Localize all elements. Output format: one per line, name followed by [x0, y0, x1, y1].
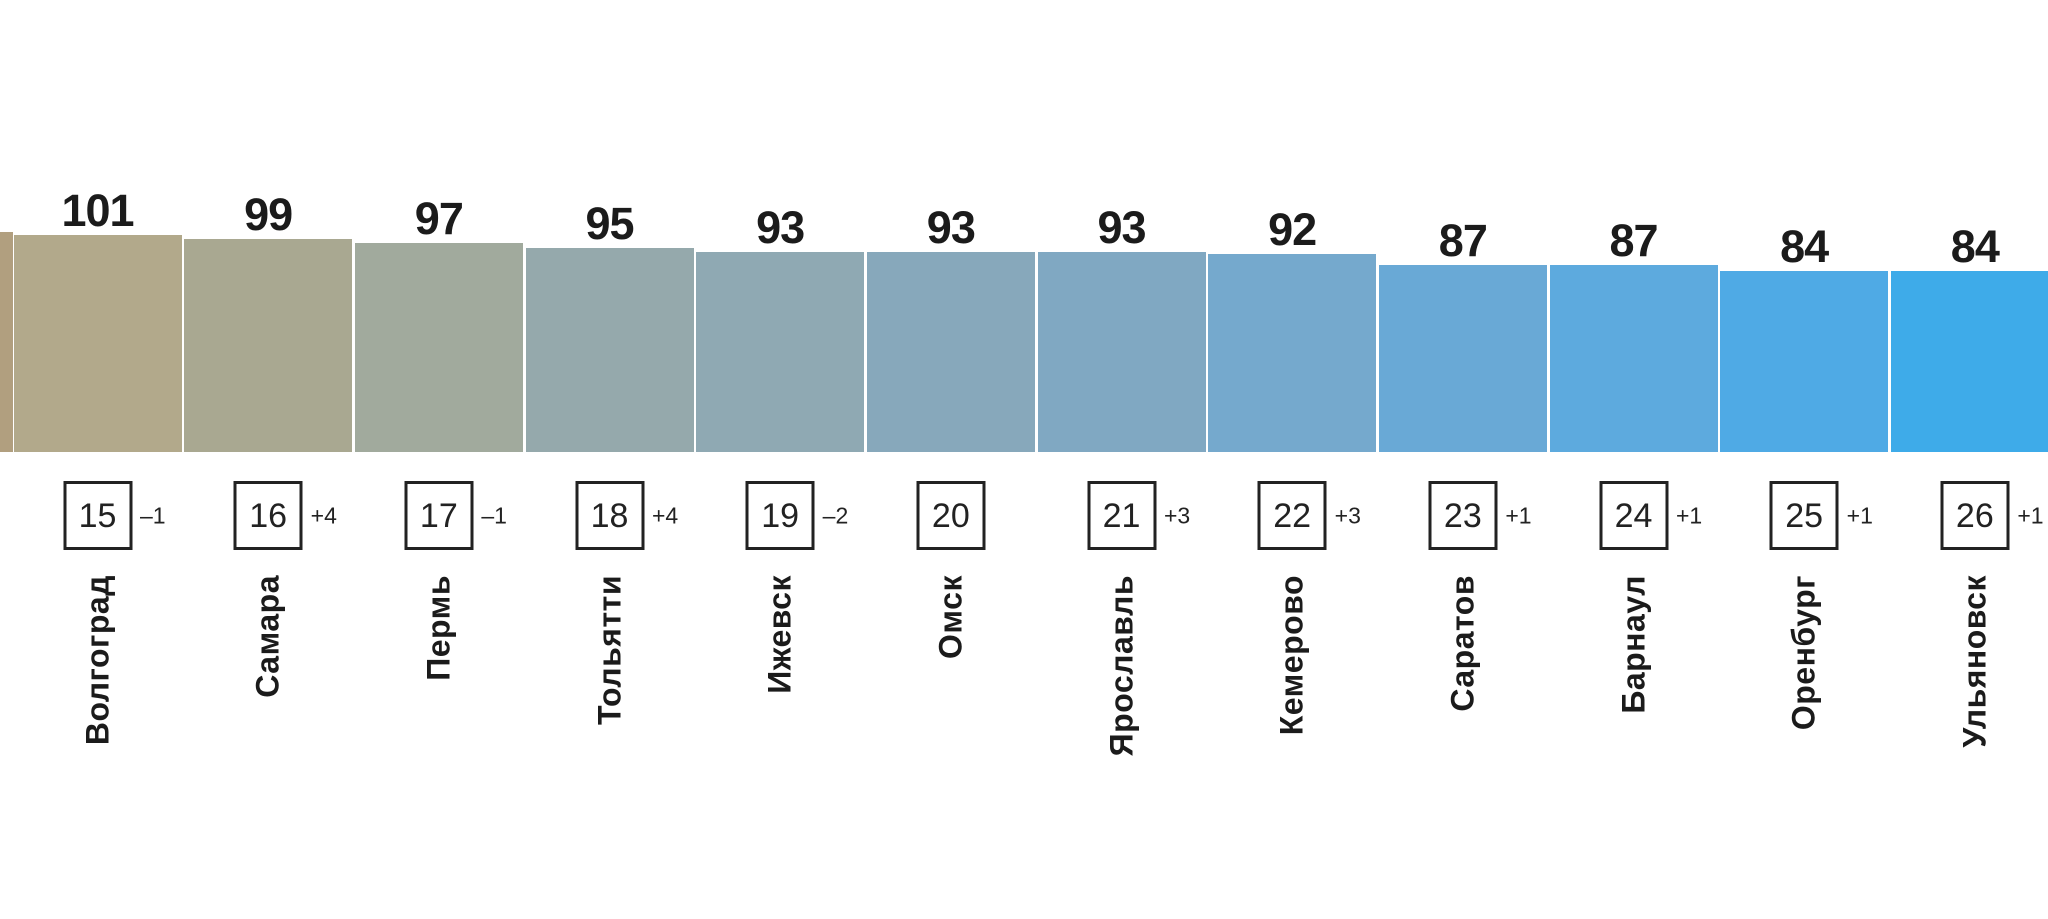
column-yaroslavl: 93 21 +3 Ярославль [1037, 0, 1206, 919]
city-label: Волгоград [79, 575, 115, 746]
column-orenburg: 84 25 +1 Оренбург [1720, 0, 1889, 919]
bar-saratov [1378, 264, 1547, 452]
rank-box: 20 [916, 481, 986, 550]
bar-value-label: 92 [1268, 204, 1317, 256]
rank-row: 24 +1 [1599, 481, 1702, 550]
bar-perm [354, 243, 523, 452]
city-label: Самара [249, 575, 286, 698]
bar-value-label: 87 [1438, 214, 1488, 266]
rank-box: 23 [1428, 481, 1498, 550]
rank-change-label: +1 [1676, 502, 1703, 528]
rank-box: 25 [1769, 481, 1839, 550]
city-label: Ульяновск [1956, 575, 1993, 748]
rank-change-label: +1 [1846, 502, 1873, 528]
rank-box: 19 [745, 481, 815, 550]
city-label: Ижевск [761, 575, 798, 694]
bar-value-label: 101 [61, 184, 134, 236]
bar-value-label: 97 [414, 193, 464, 245]
rank-change-label: +4 [652, 502, 679, 528]
rank-row: 16 +4 [233, 481, 337, 550]
rank-change-label: +3 [1164, 502, 1191, 528]
bar-kemerovo [1208, 254, 1377, 452]
bar-izhevsk [696, 252, 865, 452]
rank-row: 26 +1 [1940, 481, 2044, 550]
column-kemerovo: 92 22 +3 Кемерово [1208, 0, 1377, 919]
city-label: Омск [932, 575, 969, 659]
rank-box: 15 [63, 481, 132, 550]
column-barnaul: 87 24 +1 Барнаул [1549, 0, 1718, 919]
rank-row: 17 –1 [404, 481, 507, 550]
bar-yaroslavl [1037, 252, 1206, 452]
bar-orenburg [1720, 271, 1889, 452]
city-label: Саратов [1444, 575, 1481, 712]
rank-box: 22 [1257, 481, 1327, 550]
bar-value-label: 87 [1609, 214, 1658, 266]
city-label: Кемерово [1273, 575, 1310, 736]
rank-row: 18 +4 [575, 481, 678, 550]
bar-value-label: 93 [756, 202, 805, 254]
bar-tolyatti [525, 247, 694, 452]
bar-ulyanovsk [1890, 271, 2048, 452]
rank-box: 24 [1599, 481, 1668, 550]
rank-change-label: –1 [481, 502, 507, 528]
rank-change-label: +1 [1505, 502, 1532, 528]
bar-value-label: 93 [1097, 202, 1146, 254]
city-label: Барнаул [1615, 575, 1651, 714]
rank-change-label: +4 [310, 502, 337, 528]
city-label: Оренбург [1785, 575, 1822, 731]
rank-row: 25 +1 [1769, 481, 1873, 550]
bar-barnaul [1549, 264, 1718, 452]
bar-value-label: 84 [1950, 221, 2000, 273]
rank-row: 20 [916, 481, 986, 550]
bar-value-label: 84 [1780, 221, 1829, 273]
bar-volgograd [13, 234, 182, 452]
rank-box: 21 [1087, 481, 1156, 550]
column-ulyanovsk: 84 26 +1 Ульяновск [1890, 0, 2048, 919]
rank-row: 15 –1 [63, 481, 166, 550]
rank-change-label: –1 [140, 502, 166, 528]
rank-row: 19 –2 [745, 481, 848, 550]
city-label: Пермь [420, 575, 457, 681]
rank-row: 23 +1 [1428, 481, 1532, 550]
bar-value-label: 95 [585, 197, 634, 249]
column-saratov: 87 23 +1 Саратов [1378, 0, 1547, 919]
bar-value-label: 93 [926, 202, 976, 254]
partial-bar-left-clipped [0, 232, 13, 452]
column-samara: 99 16 +4 Самара [184, 0, 353, 919]
rank-box: 18 [575, 481, 644, 550]
column-volgograd: 101 15 –1 Волгоград [13, 0, 182, 919]
column-tolyatti: 95 18 +4 Тольятти [525, 0, 694, 919]
rank-row: 21 +3 [1087, 481, 1190, 550]
bar-omsk [866, 252, 1035, 452]
city-label: Ярославль [1103, 575, 1139, 757]
bar-samara [184, 239, 353, 452]
rank-row: 22 +3 [1257, 481, 1361, 550]
bar-value-label: 99 [244, 189, 293, 241]
city-label: Тольятти [591, 575, 627, 725]
column-izhevsk: 93 19 –2 Ижевск [696, 0, 865, 919]
column-perm: 97 17 –1 Пермь [354, 0, 523, 919]
rank-box: 26 [1940, 481, 2010, 550]
rank-change-label: +1 [2017, 502, 2044, 528]
column-omsk: 93 20 Омск [866, 0, 1035, 919]
rank-change-label: –2 [822, 502, 849, 528]
rank-box: 16 [233, 481, 303, 550]
rank-change-label: +3 [1334, 502, 1361, 528]
rank-box: 17 [404, 481, 474, 550]
